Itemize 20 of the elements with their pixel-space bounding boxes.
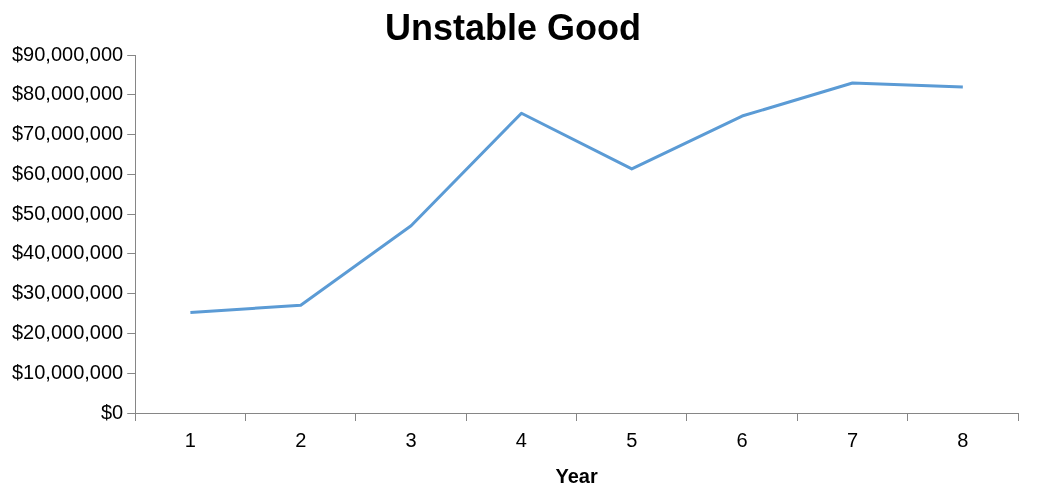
x-tick-label: 8 xyxy=(957,428,969,451)
x-tick-label: 6 xyxy=(736,428,748,451)
x-tick-label: 7 xyxy=(846,428,859,451)
chart-title: Unstable Good xyxy=(384,6,642,48)
x-tick-label: 3 xyxy=(405,428,417,451)
y-tick-label: $90,000,000 xyxy=(11,42,124,65)
x-tick-label: 1 xyxy=(184,428,196,451)
y-tick-label: $60,000,000 xyxy=(11,161,124,184)
y-tick-label: $80,000,000 xyxy=(11,82,124,105)
x-tick-label: 2 xyxy=(295,428,307,451)
y-tick-label: $30,000,000 xyxy=(11,281,124,304)
x-tick-label: 5 xyxy=(626,428,638,451)
y-tick-label: $20,000,000 xyxy=(11,321,124,343)
y-tick-label: $50,000,000 xyxy=(11,201,124,224)
y-tick-label: $40,000,000 xyxy=(11,241,124,264)
x-axis-title: Year xyxy=(555,464,598,487)
y-tick-label: $10,000,000 xyxy=(11,360,124,383)
y-tick-label: $70,000,000 xyxy=(11,122,124,145)
y-tick-label: $0 xyxy=(100,400,124,423)
x-tick-label: 4 xyxy=(515,428,527,451)
